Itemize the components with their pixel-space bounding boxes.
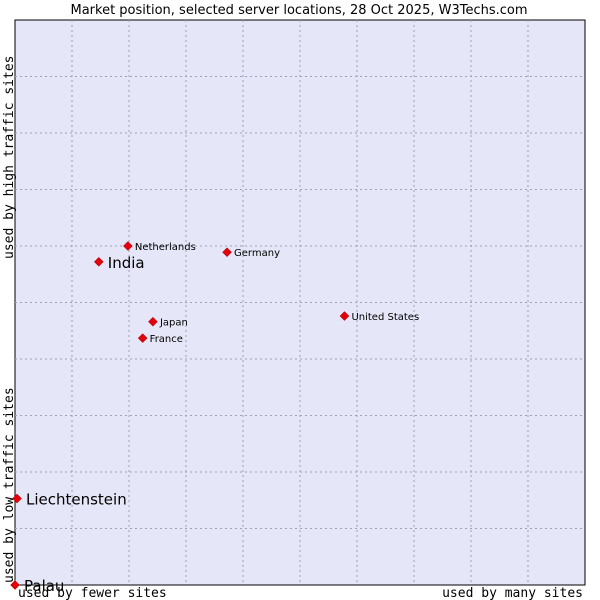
data-point-india <box>93 256 104 267</box>
data-point-united-states <box>339 311 350 321</box>
data-label-netherlands: Netherlands <box>135 242 196 253</box>
y-axis-label-top: used by high traffic sites <box>2 56 17 260</box>
data-label-germany: Germany <box>234 248 280 259</box>
data-point-france <box>137 333 148 343</box>
data-point-netherlands <box>123 241 133 251</box>
data-label-united-states: United States <box>351 312 419 323</box>
chart-title: Market position, selected server locatio… <box>70 3 527 18</box>
grid-lines <box>15 20 585 585</box>
data-point-japan <box>148 316 158 327</box>
data-point-palau <box>10 580 20 590</box>
x-axis-label-left: used by fewer sites <box>18 586 167 600</box>
data-point-liechtenstein <box>12 493 22 504</box>
data-label-palau: Palau <box>24 577 64 595</box>
data-label-france: France <box>150 334 183 345</box>
data-label-india: India <box>108 254 145 272</box>
data-label-japan: Japan <box>159 318 188 329</box>
y-axis-label-bottom: used by low traffic sites <box>2 387 17 583</box>
x-axis-label-right: used by many sites <box>442 586 583 600</box>
data-label-liechtenstein: Liechtenstein <box>26 491 127 509</box>
data-point-germany <box>222 247 232 258</box>
